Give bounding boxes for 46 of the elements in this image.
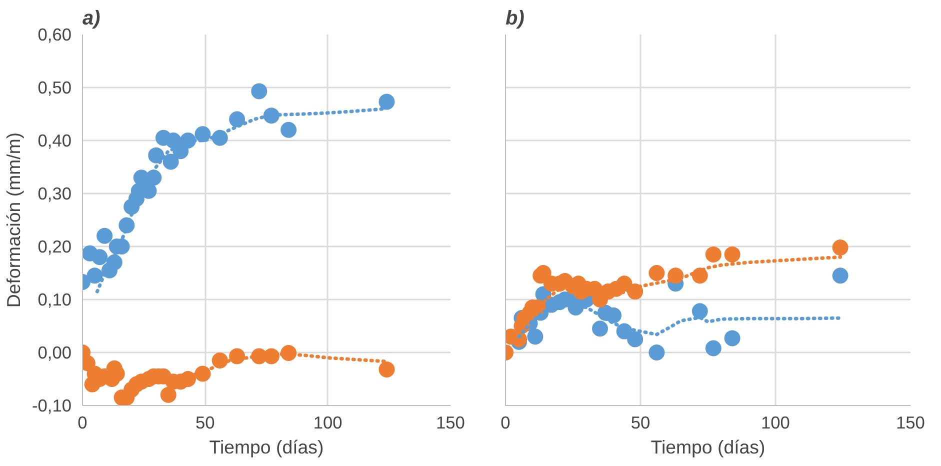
point [705,340,722,356]
x-tick-label: 50 [630,412,650,432]
point [724,246,740,262]
chart-title: a) [82,8,101,30]
x-tick-label: 150 [436,412,465,432]
x-axis-title: Tiempo (días) [209,436,324,458]
point [724,330,740,346]
point [627,331,644,348]
point [280,122,297,138]
point [148,147,164,164]
x-axis-title: Tiempo (días) [650,436,766,458]
y-tick-label: -0,10 [32,396,72,416]
point [527,328,544,345]
point [692,303,708,320]
point [832,268,848,284]
point [86,268,103,284]
point [592,320,608,337]
point [616,276,632,292]
chart-title: b) [506,8,525,30]
y-tick-label: 0,60 [38,24,72,44]
x-tick-label: 50 [196,412,215,432]
y-tick-label: 0,30 [38,184,72,204]
point [606,307,622,324]
point [832,240,848,256]
x-tick-label: 100 [313,412,342,432]
y-tick-label: 0,20 [38,236,72,256]
point [162,154,179,170]
point [378,94,395,110]
x-tick-label: 150 [896,412,925,432]
point [229,111,246,128]
y-tick-label: 0,40 [38,130,72,150]
x-tick-label: 0 [78,412,88,432]
point [96,228,113,244]
point [92,249,108,266]
point [378,361,395,378]
x-tick-label: 100 [761,412,790,432]
y-tick-label: 0,00 [38,342,72,362]
y-axis-title: Deformación (mm/m) [3,132,24,308]
point [648,265,665,281]
point [648,344,665,360]
point [251,83,268,100]
x-tick-label: 0 [500,412,510,432]
y-tick-label: 0,10 [38,290,72,310]
point [160,386,176,403]
y-tick-label: 0,50 [38,78,72,98]
point [705,246,722,262]
